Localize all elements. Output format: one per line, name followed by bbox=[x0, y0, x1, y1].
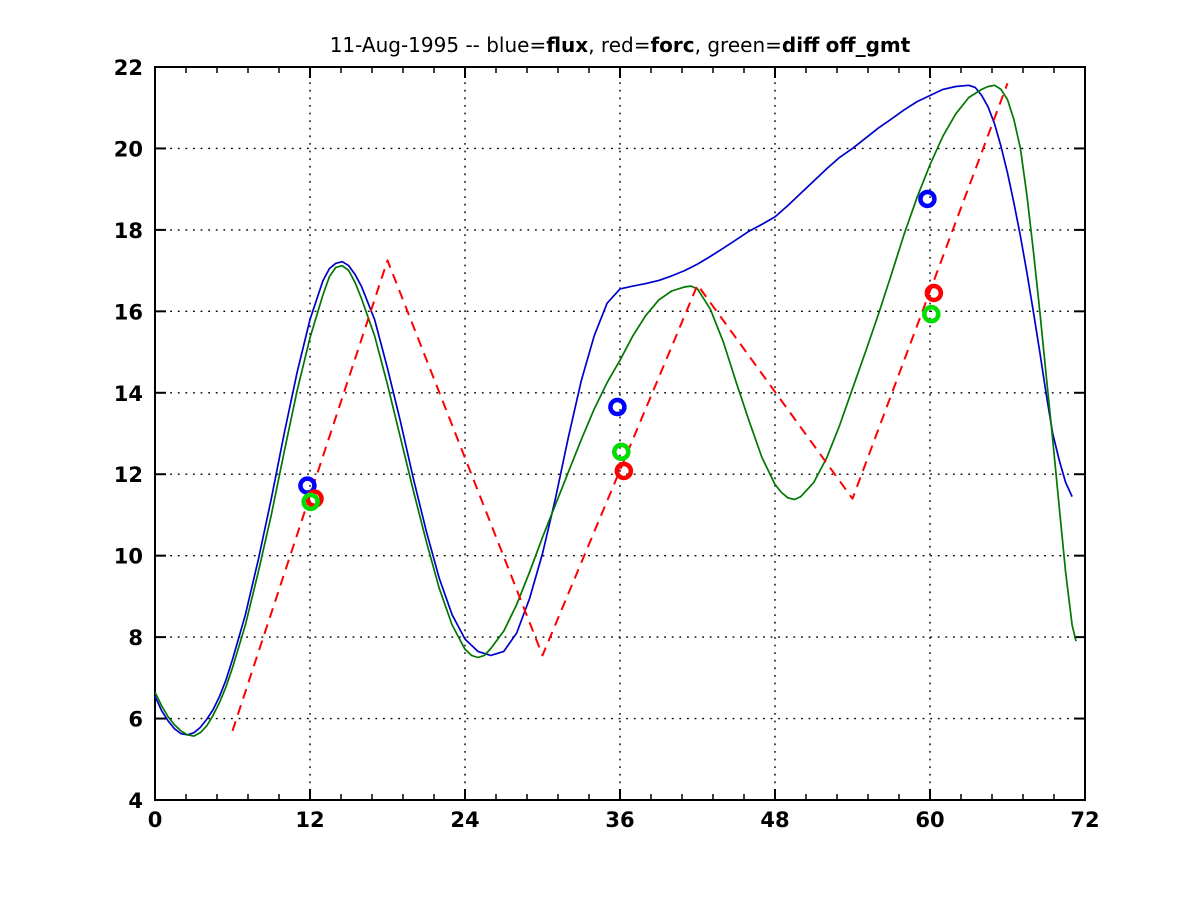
marker-diff-points bbox=[612, 442, 631, 462]
marker-forc-points bbox=[924, 283, 944, 303]
marker-flux-points bbox=[918, 189, 937, 209]
marker-diff-points bbox=[922, 304, 941, 324]
y-tick-label: 14 bbox=[114, 382, 143, 406]
y-tick-label: 22 bbox=[114, 56, 143, 80]
y-tick-label: 8 bbox=[128, 626, 143, 650]
plot-title-segment: , green= bbox=[694, 33, 782, 57]
y-tick-label: 16 bbox=[114, 300, 143, 324]
y-tick-label: 20 bbox=[114, 137, 143, 161]
plot-title-segment: off_gmt bbox=[825, 33, 911, 57]
x-tick-label: 72 bbox=[1070, 808, 1099, 832]
marker-flux-points bbox=[298, 476, 317, 495]
y-tick-label: 12 bbox=[114, 463, 143, 487]
plot-title-segment: flux bbox=[546, 33, 589, 57]
y-tick-label: 10 bbox=[114, 545, 143, 569]
plot-title-segment: , red= bbox=[588, 33, 651, 57]
y-tick-label: 18 bbox=[114, 219, 143, 243]
x-tick-label: 60 bbox=[915, 808, 944, 832]
plot-title: 11-Aug-1995 -- blue=flux, red=forc, gree… bbox=[155, 33, 1085, 57]
plot-title-segment: diff bbox=[781, 33, 820, 57]
plot-title-segment: forc bbox=[650, 33, 695, 57]
x-tick-label: 0 bbox=[148, 808, 163, 832]
y-tick-label: 6 bbox=[128, 708, 143, 732]
series-diff bbox=[154, 84, 1077, 737]
x-tick-label: 48 bbox=[760, 808, 789, 832]
y-tick-label: 4 bbox=[128, 789, 143, 813]
x-tick-label: 12 bbox=[295, 808, 324, 832]
series-forc bbox=[231, 82, 1009, 732]
marker-diff-points bbox=[301, 492, 320, 512]
series-flux bbox=[154, 84, 1073, 736]
plot-title-segment: 11-Aug-1995 -- blue= bbox=[329, 33, 547, 57]
marker-forc-points bbox=[614, 461, 634, 481]
x-tick-label: 24 bbox=[450, 808, 479, 832]
marker-flux-points bbox=[608, 397, 627, 417]
x-tick-label: 36 bbox=[605, 808, 634, 832]
